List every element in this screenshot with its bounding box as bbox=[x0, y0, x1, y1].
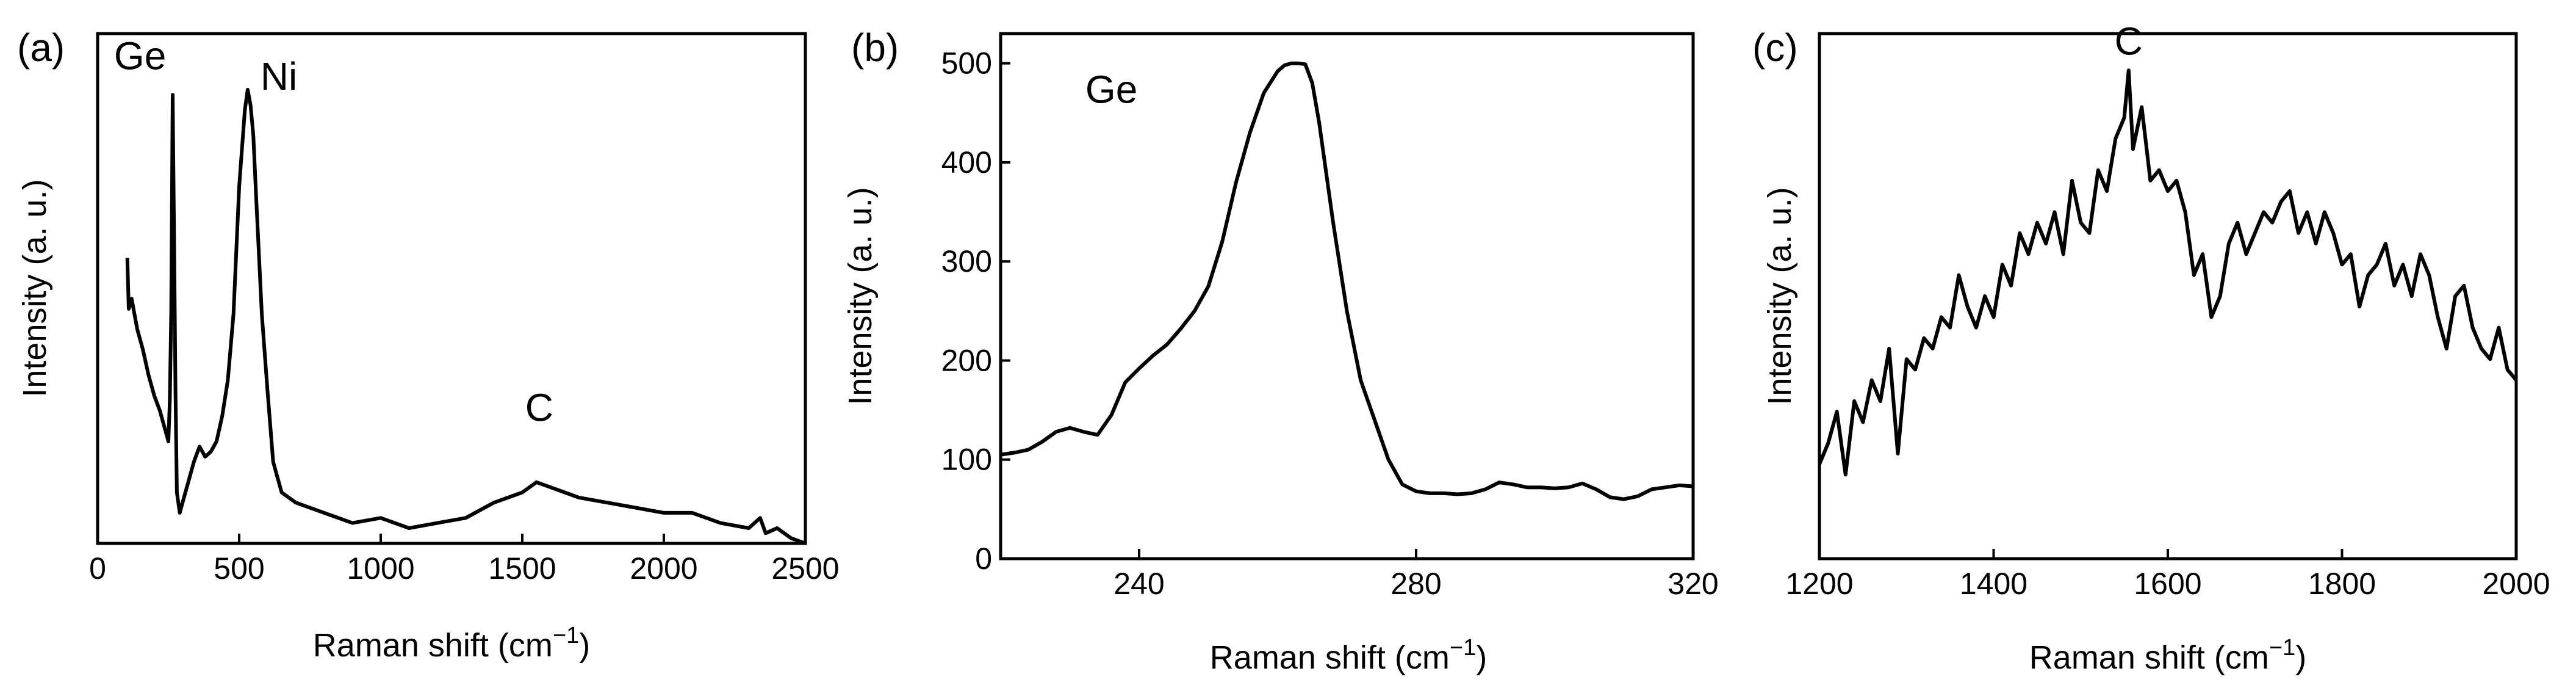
peak-annotations-c: C bbox=[2115, 19, 2143, 63]
x-ticks-b: 240 280 320 bbox=[1114, 549, 1719, 601]
y-tick-label-b: 200 bbox=[941, 343, 992, 377]
peak-annotation-a: Ni bbox=[261, 54, 297, 98]
y-axis-label-b: Intensity (a. u.) bbox=[842, 187, 879, 405]
y-tick-label-b: 100 bbox=[941, 443, 992, 477]
x-tick-label-a: 2000 bbox=[630, 551, 697, 586]
plot-frame-b bbox=[999, 32, 1695, 561]
y-axis-label-c: Intensity (a. u.) bbox=[1761, 187, 1798, 405]
y-tick-label-b: 300 bbox=[941, 244, 992, 278]
x-ticks-a: 0 500 1000 1500 2000 2500 bbox=[89, 534, 840, 586]
x-tick-label-c: 1800 bbox=[2308, 567, 2376, 601]
panel-b: (b) 240 280 320 0 100 200 300 400 500 Ge Raman … bbox=[842, 26, 1719, 676]
x-tick-label-b: 240 bbox=[1114, 567, 1164, 601]
panel-c: (c) 1200 1400 1600 1800 2000 C Raman shift (… bbox=[1752, 19, 2550, 676]
x-axis-label-a: Raman shift (cm−1) bbox=[313, 623, 590, 664]
x-tick-label-b: 320 bbox=[1668, 567, 1718, 601]
x-tick-label-a: 500 bbox=[214, 551, 264, 586]
x-ticks-c: 1200 1400 1600 1800 2000 bbox=[1785, 549, 2550, 601]
panel-a: (a) 0 500 1000 1500 2000 2500 Ge Ni C Raman shi… bbox=[16, 26, 840, 664]
x-tick-label-a: 2500 bbox=[771, 551, 839, 586]
x-tick-label-c: 1200 bbox=[1785, 567, 1853, 601]
x-axis-label-b: Raman shift (cm−1) bbox=[1210, 635, 1487, 676]
y-tick-label-b: 500 bbox=[941, 46, 992, 81]
panel-label-c: (c) bbox=[1752, 26, 1798, 70]
x-tick-label-a: 1500 bbox=[488, 551, 556, 586]
peak-annotations-a: Ge Ni C bbox=[114, 34, 553, 429]
peak-annotation-b: Ge bbox=[1085, 68, 1137, 112]
peak-annotation-a: C bbox=[525, 386, 553, 430]
y-tick-label-b: 0 bbox=[975, 542, 992, 576]
x-tick-label-b: 280 bbox=[1391, 567, 1441, 601]
panel-label-a: (a) bbox=[17, 26, 65, 70]
y-tick-label-b: 400 bbox=[941, 145, 992, 180]
y-axis-label-a: Intensity (a. u.) bbox=[16, 179, 53, 397]
x-tick-label-a: 0 bbox=[89, 551, 106, 586]
x-tick-label-c: 2000 bbox=[2482, 567, 2550, 601]
spectrum-trace-b bbox=[1000, 61, 1694, 501]
x-tick-label-c: 1600 bbox=[2134, 567, 2201, 601]
x-axis-label-c: Raman shift (cm−1) bbox=[2029, 635, 2306, 676]
peak-annotations-b: Ge bbox=[1085, 68, 1137, 112]
peak-annotation-c: C bbox=[2115, 19, 2143, 63]
plot-frame-a bbox=[96, 32, 807, 545]
panel-label-b: (b) bbox=[851, 26, 899, 70]
spectrum-trace-a bbox=[125, 87, 807, 545]
y-ticks-b: 0 100 200 300 400 500 bbox=[941, 46, 1010, 576]
x-tick-label-c: 1400 bbox=[1960, 567, 2027, 601]
x-tick-label-a: 1000 bbox=[347, 551, 414, 586]
spectrum-trace-c bbox=[1818, 68, 2518, 477]
peak-annotation-a: Ge bbox=[114, 34, 166, 78]
